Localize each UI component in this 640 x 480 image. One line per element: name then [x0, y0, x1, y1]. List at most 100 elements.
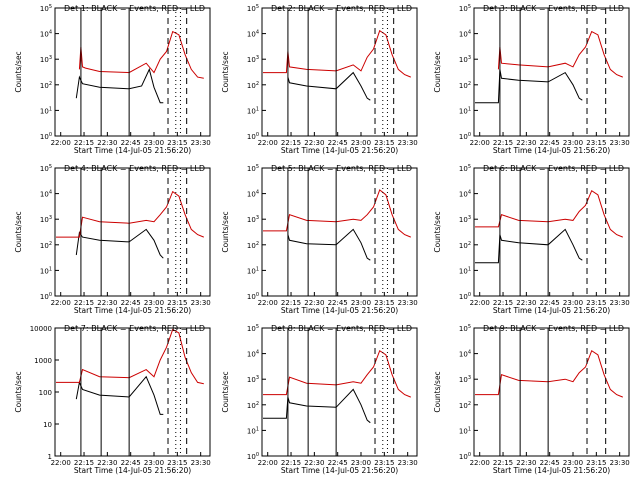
x-tick-label: 23:15 — [374, 459, 394, 467]
y-tick-label: 104 — [247, 190, 259, 199]
x-tick-label: 23:00 — [351, 299, 371, 307]
y-tick-label: 105 — [459, 4, 471, 13]
x-tick-label: 22:00 — [51, 299, 71, 307]
x-tick-label: 22:30 — [304, 299, 324, 307]
series-lld-line — [56, 190, 204, 238]
x-tick-label: 23:30 — [398, 139, 418, 147]
y-tick-label: 100 — [247, 132, 259, 141]
x-tick-label: 22:30 — [304, 139, 324, 147]
y-axis-label: Counts/sec — [433, 51, 442, 92]
panel-title: Det 8: BLACK = Events, RED = LLD — [271, 324, 412, 333]
x-tick-label: 23:15 — [374, 139, 394, 147]
x-tick-label: 23:15 — [374, 299, 394, 307]
y-tick-label: 101 — [247, 106, 259, 115]
y-tick-label: 101 — [459, 426, 471, 435]
y-tick-label: 100 — [459, 452, 471, 461]
x-tick-label: 22:00 — [258, 139, 278, 147]
y-tick-label: 103 — [40, 215, 52, 224]
y-tick-label: 101 — [247, 426, 259, 435]
y-tick-label: 10000 — [30, 325, 52, 333]
y-tick-label: 102 — [40, 81, 52, 90]
y-tick-label: 10 — [43, 421, 52, 429]
y-tick-label: 101 — [247, 266, 259, 275]
x-tick-label: 22:15 — [281, 299, 301, 307]
x-tick-label: 23:30 — [191, 299, 211, 307]
y-tick-label: 102 — [247, 241, 259, 250]
y-tick-label: 101 — [459, 106, 471, 115]
y-tick-label: 101 — [40, 106, 52, 115]
plot-frame — [261, 327, 418, 457]
x-tick-label: 22:00 — [51, 459, 71, 467]
y-tick-label: 1 — [48, 453, 52, 461]
plot-frame — [473, 7, 630, 137]
plot-frame — [261, 167, 418, 297]
panel-title: Det 9: BLACK = Events, RED = LLD — [483, 324, 624, 333]
x-tick-label: 22:30 — [97, 299, 117, 307]
x-tick-label: 22:15 — [74, 299, 94, 307]
x-axis-label: Start Time (14-Jul-05 21:56:20) — [74, 466, 191, 475]
x-axis-label: Start Time (14-Jul-05 21:56:20) — [281, 146, 398, 155]
panel-title: Det 7: BLACK = Events, RED = LLD — [64, 324, 205, 333]
y-tick-label: 105 — [247, 164, 259, 173]
x-tick-label: 22:30 — [516, 459, 536, 467]
series-events-line — [287, 71, 371, 101]
x-tick-label: 23:00 — [563, 459, 583, 467]
y-tick-label: 105 — [459, 324, 471, 333]
x-tick-label: 23:00 — [563, 139, 583, 147]
x-tick-label: 22:15 — [74, 139, 94, 147]
x-tick-label: 23:30 — [191, 459, 211, 467]
x-tick-label: 23:15 — [167, 459, 187, 467]
y-axis-label: Counts/sec — [221, 371, 230, 412]
y-tick-label: 102 — [459, 401, 471, 410]
y-tick-label: 105 — [247, 4, 259, 13]
y-tick-label: 101 — [40, 266, 52, 275]
y-axis-label: Counts/sec — [14, 371, 23, 412]
series-lld-line — [475, 349, 623, 398]
x-tick-label: 23:15 — [586, 459, 606, 467]
x-axis-label: Start Time (14-Jul-05 21:56:20) — [493, 306, 610, 315]
series-lld-line — [263, 29, 411, 78]
y-tick-label: 102 — [247, 81, 259, 90]
x-tick-label: 23:00 — [144, 299, 164, 307]
y-tick-label: 103 — [459, 215, 471, 224]
series-events-line — [263, 388, 371, 424]
x-tick-label: 22:30 — [516, 299, 536, 307]
y-tick-label: 103 — [40, 55, 52, 64]
x-tick-label: 22:30 — [97, 459, 117, 467]
plot-frame — [54, 7, 211, 137]
x-tick-label: 22:45 — [328, 459, 348, 467]
y-tick-label: 100 — [459, 132, 471, 141]
y-axis-label: Counts/sec — [221, 51, 230, 92]
x-axis-label: Start Time (14-Jul-05 21:56:20) — [493, 466, 610, 475]
y-tick-label: 104 — [40, 30, 52, 39]
y-axis-label: Counts/sec — [433, 211, 442, 252]
series-lld-line — [56, 328, 204, 385]
x-tick-label: 22:45 — [540, 299, 560, 307]
x-tick-label: 23:00 — [351, 459, 371, 467]
x-tick-label: 22:30 — [304, 459, 324, 467]
x-axis-label: Start Time (14-Jul-05 21:56:20) — [74, 146, 191, 155]
y-tick-label: 100 — [459, 292, 471, 301]
y-tick-label: 102 — [40, 241, 52, 250]
series-events-line — [75, 375, 164, 415]
x-tick-label: 22:15 — [74, 459, 94, 467]
x-tick-label: 22:00 — [470, 299, 490, 307]
y-tick-label: 1000 — [34, 357, 52, 365]
x-tick-label: 22:45 — [328, 299, 348, 307]
x-tick-label: 23:30 — [398, 299, 418, 307]
y-tick-label: 102 — [247, 401, 259, 410]
x-tick-label: 22:00 — [258, 299, 278, 307]
x-tick-label: 23:00 — [144, 459, 164, 467]
x-tick-label: 23:00 — [563, 299, 583, 307]
series-lld-line — [475, 189, 623, 238]
series-events-line — [75, 228, 164, 259]
y-tick-label: 103 — [247, 215, 259, 224]
y-tick-label: 104 — [40, 190, 52, 199]
y-axis-label: Counts/sec — [221, 211, 230, 252]
x-tick-label: 22:30 — [97, 139, 117, 147]
y-tick-label: 103 — [247, 375, 259, 384]
